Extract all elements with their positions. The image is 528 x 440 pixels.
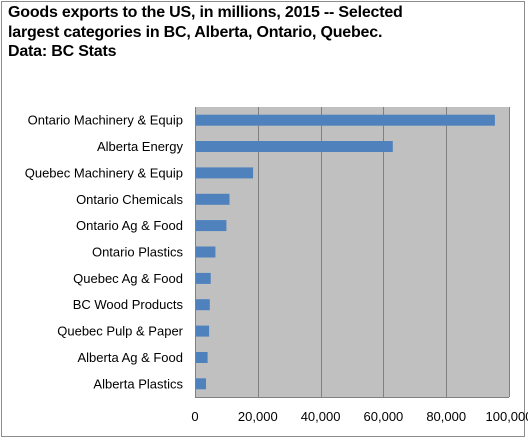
chart-title-line-3: Data: BC Stats — [8, 43, 117, 60]
x-tick-label: 20,000 — [238, 409, 278, 424]
chart-title-line-1: Goods exports to the US, in millions, 20… — [8, 4, 403, 21]
category-label: Quebec Pulp & Paper — [57, 324, 183, 339]
category-label: Alberta Plastics — [93, 376, 183, 391]
bar — [195, 114, 495, 126]
chart-title-line-2: largest categories in BC, Alberta, Ontar… — [8, 23, 383, 41]
category-label: Quebec Ag & Food — [73, 271, 183, 286]
category-label: Ontario Plastics — [92, 245, 184, 260]
bar — [195, 299, 210, 311]
bar — [195, 378, 206, 390]
x-tick-label: 60,000 — [364, 409, 404, 424]
bar — [195, 272, 211, 284]
category-label: Ontario Machinery & Equip — [28, 113, 183, 128]
category-label: Alberta Energy — [97, 139, 183, 154]
chart-title: Goods exports to the US, in millions, 20… — [8, 3, 518, 62]
x-tick-label: 100,000 — [486, 409, 528, 424]
bar — [195, 246, 216, 258]
bar — [195, 325, 210, 337]
category-label: Alberta Ag & Food — [77, 350, 183, 365]
category-label: Ontario Chemicals — [76, 192, 183, 207]
category-label: BC Wood Products — [73, 297, 184, 312]
x-tick-label: 0 — [191, 409, 198, 424]
category-label: Quebec Machinery & Equip — [25, 165, 183, 180]
x-tick-label: 40,000 — [301, 409, 341, 424]
bar — [195, 141, 393, 152]
bar — [195, 352, 208, 363]
bar — [195, 193, 230, 205]
category-label: Ontario Ag & Food — [76, 218, 183, 233]
bar — [195, 167, 254, 179]
bar — [195, 220, 227, 232]
plot-area — [195, 107, 509, 397]
x-tick-label: 80,000 — [426, 409, 466, 424]
